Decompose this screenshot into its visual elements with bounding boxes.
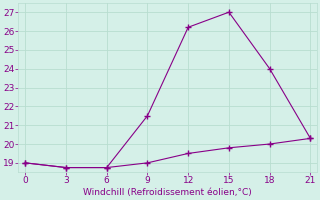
X-axis label: Windchill (Refroidissement éolien,°C): Windchill (Refroidissement éolien,°C): [84, 188, 252, 197]
